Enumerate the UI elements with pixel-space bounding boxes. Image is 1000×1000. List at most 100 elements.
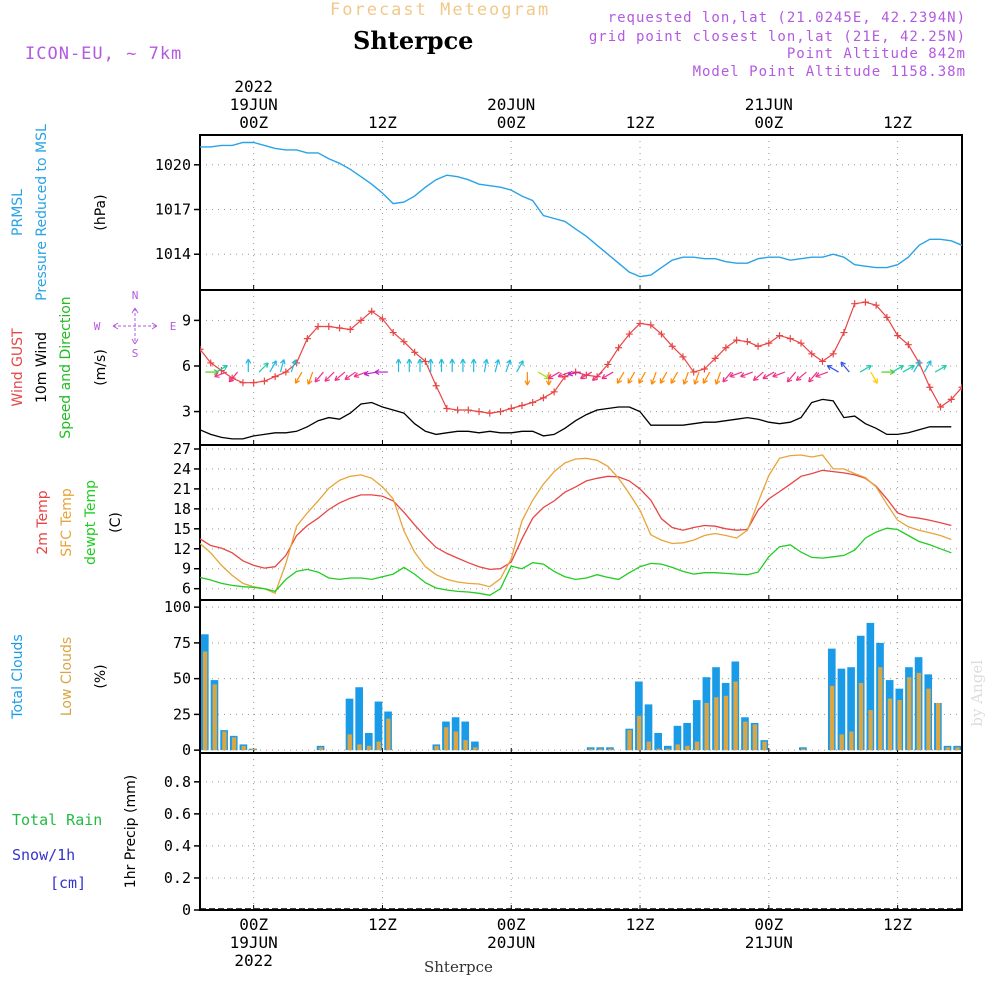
plot-area-temp [200,454,952,596]
top-time-label: 00Z [239,113,268,132]
gust-marker [475,408,483,416]
wind-arrowhead [214,372,220,378]
wind-arrow [516,360,524,373]
unit-label: (%) [93,664,109,688]
wind-arrowhead [659,378,665,384]
top-time-label: 00Z [497,113,526,132]
bar-total-clouds [847,667,855,751]
bar-low-clouds [656,748,661,751]
axis-label: SFC Temp [59,488,75,557]
gust-marker [260,377,268,385]
bar-low-clouds [907,677,912,751]
y-tick-label: 21 [173,480,191,498]
wind-arrowhead [616,378,623,384]
gust-marker [368,307,376,315]
bar-low-clouds [588,748,594,751]
bar-low-clouds [800,748,806,751]
plot-area-clouds [201,622,961,751]
wind-arrow [722,371,732,383]
wind-arrowhead [714,379,721,385]
wind-arrowhead [545,380,552,386]
gust-marker [604,360,612,368]
gust-marker [733,336,741,344]
bar-total-clouds [644,704,653,751]
bar-low-clouds [935,702,941,751]
wind-arrowhead [815,372,821,378]
wind-arrow [815,371,829,378]
bar-low-clouds [878,667,883,751]
y-tick-label: 0.8 [164,773,191,791]
y-tick-label: 15 [173,520,191,538]
wind-arrow [214,371,228,378]
bar-low-clouds [665,748,671,751]
wind-arrowhead [795,375,802,381]
axis-label: dewpt Temp [83,480,99,565]
gust-marker [357,316,365,324]
gust-marker [668,342,676,350]
gust-marker [303,335,311,343]
y-tick-label: 50 [173,670,191,688]
wind-arrow [923,360,932,373]
bar-total-clouds [345,698,354,751]
bar-low-clouds [463,740,468,751]
gust-marker [894,332,902,340]
y-tick-label: 6 [182,580,191,598]
bar-low-clouds [241,745,246,751]
wind-arrowhead [591,375,598,381]
wind-arrow [796,371,807,381]
gust-marker [722,344,730,352]
bar-low-clouds [714,697,719,751]
y-tick-label: 9 [182,311,191,329]
axis-label: 10m Wind [34,332,50,403]
gust-marker [207,359,215,367]
gust-marker [926,383,934,391]
gust-marker [239,379,247,387]
bar-low-clouds [636,715,642,751]
bar-low-clouds [675,744,680,751]
wind-arrowhead [547,373,554,380]
wind-arrow [683,371,689,385]
wind-arrow [294,371,303,384]
panel-precip: 0 0.2 0.4 0.6 0.8 1hr Precip (mm) Total Rain Sn… [12,752,963,919]
gust-marker [797,339,805,347]
wind-arrowhead [941,365,947,371]
bar-low-clouds [386,718,391,751]
bar-total-clouds [654,732,662,751]
axis-label: 1hr Precip (mm) [123,775,139,888]
bar-low-clouds [231,737,237,751]
gust-marker [690,368,698,376]
wind-arrowhead [314,376,320,383]
wind-arrowhead [483,358,489,365]
compass-cross [113,308,157,344]
y-tick-label: 25 [173,705,191,723]
wind-arrowhead [808,376,814,383]
wind-arrowhead [909,365,915,371]
y-tick-label: 1017 [155,201,191,219]
compass-e: E [170,320,177,333]
wind-arrowhead [627,378,633,384]
wind-arrow [269,360,277,373]
bar-low-clouds [347,734,352,751]
wind-arrow [547,371,560,380]
y-tick-label: 100 [164,598,191,616]
model-point-altitude: Model Point Altitude 1158.38m [692,64,966,80]
compass-w: W [94,320,101,333]
gust-marker [314,322,322,330]
wind-arrowhead [722,376,728,383]
wind-arrow [592,371,603,381]
y-tick-label: 1020 [155,156,191,174]
gust-marker [389,329,397,337]
gust-marker [851,300,859,308]
y-tick-label: 0 [182,741,191,759]
gust-marker [507,405,515,413]
gust-marker [539,394,547,402]
bar-low-clouds [434,745,439,751]
wind-arrowhead [650,379,656,385]
gust-marker [765,339,773,347]
wind-arrow [627,371,636,384]
gust-marker [464,406,472,414]
panel-frame [199,289,963,446]
gust-marker [518,401,526,409]
signature: by Angel [968,660,986,727]
